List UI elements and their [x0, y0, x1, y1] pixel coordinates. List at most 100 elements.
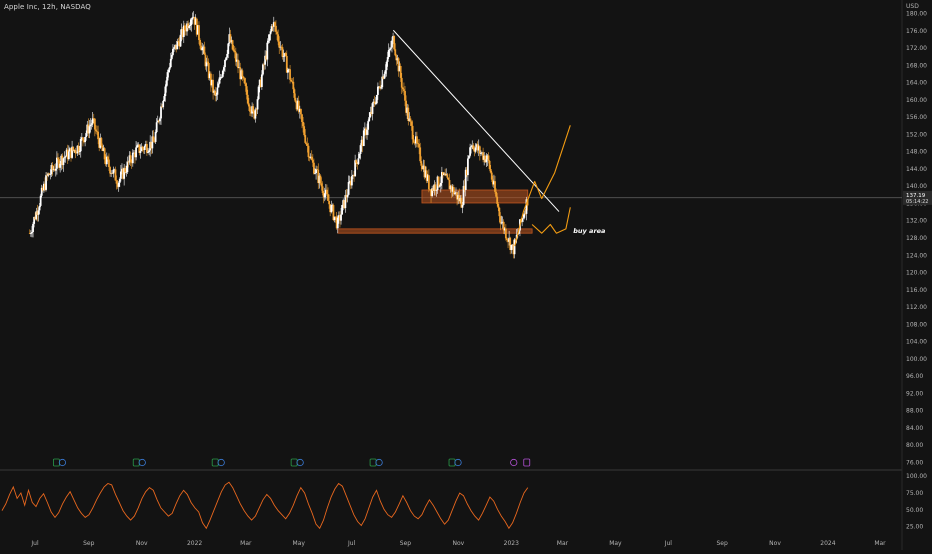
candle-body [32, 223, 34, 232]
candle [37, 207, 40, 222]
candle-body [36, 211, 39, 215]
candle [147, 147, 149, 154]
candle [195, 17, 198, 37]
candle [407, 104, 410, 126]
candle [83, 139, 85, 144]
candle-body [241, 70, 244, 77]
candle [294, 93, 297, 103]
candle-body [354, 160, 357, 177]
candle-body [52, 169, 55, 170]
candle-body [56, 157, 58, 169]
candle-body [424, 170, 427, 178]
candle-body [88, 126, 91, 134]
candle-body [468, 155, 470, 159]
candle [170, 52, 173, 61]
candle [185, 24, 187, 36]
x-tick-label: Mar [874, 540, 886, 547]
candle [396, 54, 399, 64]
candle [435, 189, 438, 197]
candle-body [199, 40, 201, 46]
candle-body [213, 90, 216, 93]
candle [58, 157, 60, 171]
candle [265, 50, 268, 62]
candle-body [372, 101, 375, 104]
candle [159, 116, 161, 125]
candle-body [239, 67, 242, 80]
candle [275, 20, 277, 35]
candle [378, 85, 380, 89]
current-price-value: 137.19 [906, 193, 926, 199]
candle-body [329, 204, 332, 213]
candle [385, 60, 388, 77]
candle-body [292, 81, 295, 90]
candle-body [237, 59, 239, 69]
candle-body [188, 25, 191, 29]
candle [148, 148, 150, 156]
candle-body [523, 213, 526, 218]
candle [431, 185, 434, 198]
candle [453, 191, 456, 195]
candle-body [128, 155, 131, 163]
candle [38, 203, 41, 215]
candle-body [247, 103, 250, 107]
candle [489, 164, 492, 174]
candle [259, 76, 262, 88]
candle-body [335, 216, 338, 229]
candle [314, 168, 316, 175]
candle [318, 173, 321, 189]
candle [137, 142, 140, 148]
candle-body [172, 48, 174, 55]
candle-body [388, 48, 391, 51]
candle-body [193, 16, 196, 25]
candle-body [268, 34, 271, 41]
candle [292, 77, 295, 94]
candle [324, 183, 327, 200]
candle [450, 184, 453, 199]
candle [141, 145, 144, 152]
candle-body [137, 144, 140, 146]
candle [130, 159, 133, 169]
candle-body [167, 69, 170, 73]
candle-body [37, 210, 40, 215]
candle-body [462, 185, 465, 205]
candle-body [398, 65, 401, 72]
candle-body [420, 161, 423, 166]
candle [80, 132, 83, 141]
candle-body [508, 237, 511, 242]
candle [204, 52, 207, 70]
candle [218, 70, 221, 85]
candle-body [215, 94, 218, 96]
candle [46, 172, 49, 181]
candle-body [79, 139, 82, 152]
candle [361, 136, 364, 153]
x-tick-label: Nov [453, 540, 465, 547]
earnings-upcoming-icon [523, 458, 531, 467]
candle [279, 41, 282, 51]
candle-body [139, 151, 142, 153]
candle [150, 141, 153, 155]
candle-body [300, 109, 302, 115]
candle [491, 175, 494, 187]
candle [495, 188, 498, 198]
candle-body [513, 239, 516, 255]
candle-body [403, 89, 405, 91]
candle [412, 134, 415, 144]
candle [500, 215, 503, 225]
candle-body [448, 179, 451, 190]
candle-body [374, 103, 377, 105]
candle [409, 116, 412, 126]
candle [482, 147, 484, 163]
candle [448, 173, 451, 190]
candle-body [366, 129, 368, 135]
candle [507, 239, 509, 249]
candle-body [212, 79, 214, 93]
candle [302, 116, 304, 133]
candle-body [75, 152, 78, 154]
candle-body [504, 228, 507, 239]
candle [42, 181, 45, 193]
candle [458, 188, 461, 204]
candle [155, 118, 158, 134]
candle [194, 14, 197, 25]
